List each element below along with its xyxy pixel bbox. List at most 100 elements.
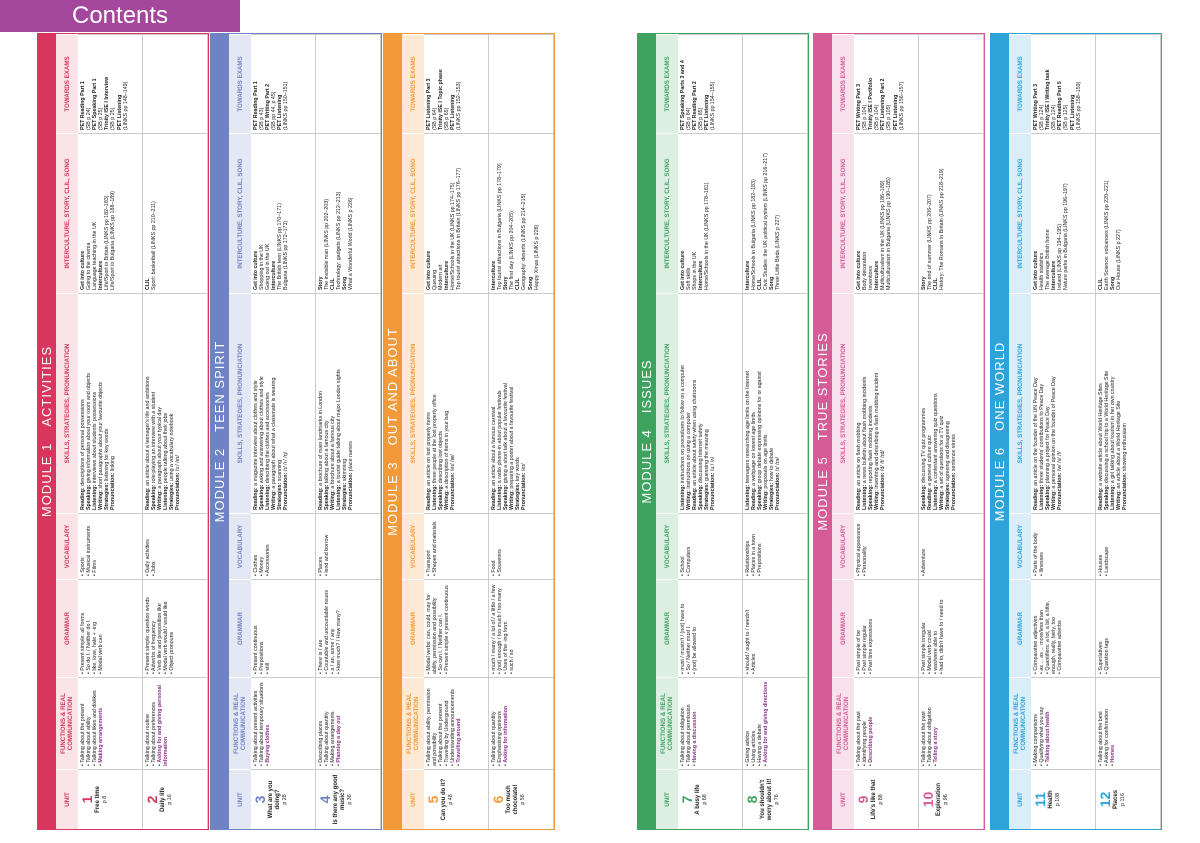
skill-label: Listening:: [862, 484, 869, 510]
skill-label: Reading:: [145, 487, 151, 510]
interculture-item: Life/Sport in Bulgaria (LINKS pp 188–189…: [110, 191, 117, 290]
exams-cell: [316, 34, 381, 133]
grammar-item: had to, didn't have to / need to: [939, 583, 945, 674]
skill-label: Listening:: [163, 484, 170, 510]
skill-text: /eɪ/ /æ/: [450, 454, 457, 472]
column-header: INTERCULTURE, STORY, CLIL, SONG: [402, 133, 424, 293]
column-header: TOWARDS EXAMS: [402, 34, 424, 133]
skill-label: Pronunciation:: [283, 472, 290, 510]
interculture-item: Happy Xmas (LINKS p 228): [533, 224, 540, 290]
skills-cell: Speaking: discussing TV quiz programmes R…: [919, 293, 984, 513]
vocabulary-item: Films: [92, 517, 98, 576]
skill-text: a brochure about a famous city: [330, 415, 337, 489]
column-header: VOCABULARY: [832, 513, 854, 579]
unit-page: p 16: [167, 794, 173, 805]
interculture-cell: Get into culture Shopping in the UK Going …: [251, 133, 316, 293]
interculture-cell: Get into culture Queuing Modern art Intercu…: [424, 133, 489, 293]
column-header: UNIT: [56, 769, 78, 829]
skill-label: Listening:: [1110, 484, 1117, 510]
grammar-cell: Present simple: question wordsAdverbs of…: [143, 579, 208, 677]
skill-label: Writing:: [271, 490, 278, 510]
column-header: VOCABULARY: [402, 513, 424, 579]
functions-cell: Talking about the presentTalking about a…: [78, 677, 143, 769]
unit-number: 11: [1032, 792, 1048, 807]
vocabulary-item: Illnesses: [1039, 517, 1045, 576]
unit-cell: 11 Health p 108: [1031, 769, 1096, 829]
unit-name: A busy life: [695, 784, 701, 815]
module-table: UNIT FUNCTIONS & REAL COMMUNICATION GRAMMA…: [1009, 34, 1161, 829]
skill-label: Pronunciation:: [710, 472, 717, 510]
exam: (LINKS pp 156–157): [898, 81, 905, 130]
vocabulary-cell: ClothesMoneyAccessories: [251, 513, 316, 579]
real-communication: Asking for and giving directions: [763, 681, 769, 766]
skill-text: a description of items in your bag: [444, 410, 451, 489]
unit-number: 7: [679, 795, 695, 804]
skill-text: reporting flash mobbing incidents: [868, 405, 875, 484]
unit-cell: 9 Life's like that p 88: [854, 769, 919, 829]
vocabulary-item: Shapes and materials: [432, 517, 438, 576]
skill-label: Listening:: [680, 484, 686, 510]
functions-cell: Describing placesTalking about quantityM…: [316, 677, 381, 769]
unit-name: Places: [1113, 789, 1119, 810]
interculture-item: What a Wonderful World (LINKS p 226): [348, 197, 355, 290]
interculture-item: Three Little Birds (LINKS p 227): [775, 214, 782, 290]
skill-text: instructions on procedures to follow on …: [680, 364, 686, 484]
skill-label: Reading:: [318, 487, 324, 510]
skill-label: Pronunciation:: [775, 472, 782, 510]
column-header: INTERCULTURE, STORY, CLIL, SONG: [832, 133, 854, 293]
interculture-cell: Get into culture Going to the cinema Langu…: [78, 133, 143, 293]
skill-text: interviews about students' possessions: [92, 391, 99, 484]
skill-text: descriptions of personal possessions: [80, 399, 86, 486]
unit-name: What are you doing?: [268, 780, 281, 819]
module-title: ACTIVITIES: [39, 345, 54, 427]
unit-page: p 48: [448, 794, 454, 805]
skill-text: an article on the founder of the UN Peac…: [1033, 377, 1039, 486]
column-header: INTERCULTURE, STORY, CLIL, SONG: [56, 133, 78, 293]
skill-text: planning a project for Peace Day: [1045, 406, 1052, 484]
skill-label: Writing:: [939, 490, 946, 510]
skill-label: Reading:: [1098, 487, 1104, 510]
skill-label: Speaking:: [324, 484, 331, 510]
grammar-item: (not) be allowed to: [692, 583, 698, 674]
skill-text: a contestant answering quiz questions: [933, 393, 940, 484]
skill-label: Pronunciation:: [1122, 472, 1129, 510]
function: Talking about ability, permission and po…: [426, 681, 438, 766]
skill-text: linking: [110, 456, 117, 472]
skill-label: Strategies:: [104, 482, 111, 510]
column-header: TOWARDS EXAMS: [56, 34, 78, 133]
skill-text: place names: [348, 441, 355, 472]
skill-text: how to debate: [769, 447, 776, 482]
vocabulary-cell: TransportShapes and materials: [424, 513, 489, 579]
skill-text: key words: [515, 457, 522, 482]
skill: Pronunciation: place names: [348, 297, 354, 510]
skill-label: Writing:: [157, 490, 164, 510]
skill-label: Strategies:: [704, 482, 711, 510]
skill-label: Speaking:: [438, 484, 445, 510]
module-title: TEEN SPIRIT: [212, 340, 227, 432]
skill-label: Pronunciation:: [110, 472, 117, 510]
module-band: MODULE 1 ACTIVITIES: [38, 34, 56, 829]
functions-cell: Talking about the pastIdentifying people…: [854, 677, 919, 769]
grammar-cell: Modal verbs: can, could, may for ability…: [424, 579, 489, 677]
module-number: MODULE 2: [212, 447, 227, 523]
unit-number: 9: [855, 795, 871, 804]
unit-number: 4: [317, 795, 333, 804]
skill-text: /w/ /v/ /f/: [1057, 451, 1064, 472]
skills-cell: Reading: an article on the founder of th…: [1031, 293, 1096, 513]
skill: Pronunciation: /ɜː/ /eɪ/: [175, 297, 181, 510]
exam: (LINKS pp 158–159): [1075, 81, 1082, 130]
module-table: UNIT FUNCTIONS & REAL COMMUNICATION GRAMMA…: [656, 34, 808, 829]
column-header: UNIT: [402, 769, 424, 829]
module: MODULE 1ACTIVITIES UNIT FUNCTIONS & REAL C…: [37, 33, 209, 830]
column-header: SKILLS, STRATEGIES, PRONUNCIATION: [1009, 293, 1031, 513]
skill-text: a website article about World Heritage S…: [1098, 383, 1104, 486]
grammar-cell: Past simple irregularModal verb couldwas…: [919, 579, 984, 677]
exams-cell: [1096, 34, 1161, 133]
exams-cell: [743, 34, 808, 133]
unit-cell: 1 Free time p 8: [78, 769, 143, 829]
skill: Pronunciation: linking: [110, 297, 116, 510]
real-communication: Telling a story: [933, 681, 939, 766]
vocabulary-item: Accessories: [265, 517, 271, 576]
column-header: SKILLS, STRATEGIES, PRONUNCIATION: [56, 293, 78, 513]
unit-page: p 108: [1055, 792, 1061, 807]
